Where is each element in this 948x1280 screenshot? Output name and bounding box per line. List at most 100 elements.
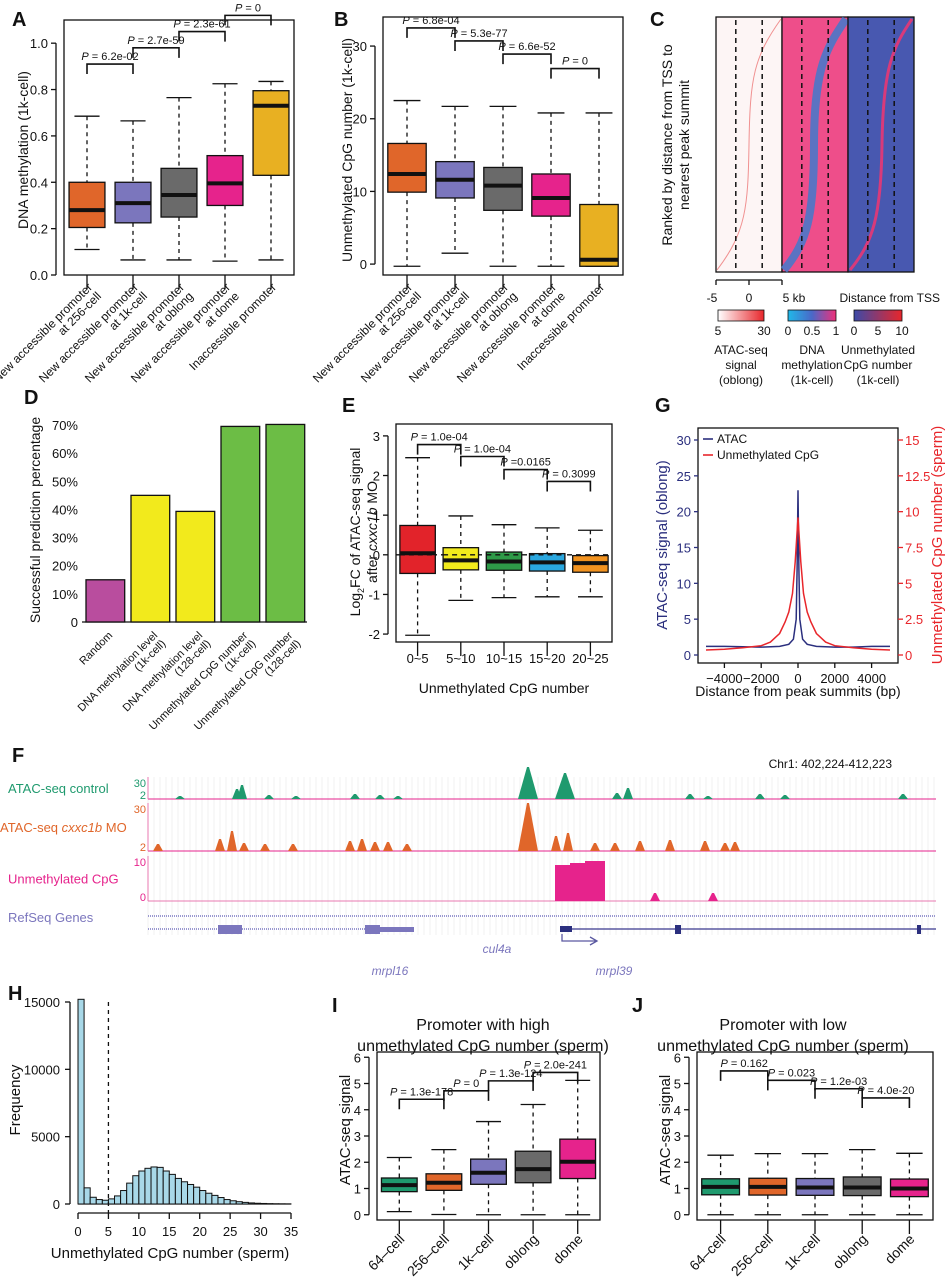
- panel-label-e: E: [342, 395, 355, 417]
- pvalue-label: P =0.0165: [500, 457, 550, 469]
- y-tick-label: 50%: [52, 474, 78, 489]
- y-tick-label: 15000: [24, 995, 60, 1010]
- signal-peak: [590, 843, 600, 851]
- track-label: ATAC-seq control: [8, 781, 109, 796]
- track-1: 302 ATAC-seq control: [8, 767, 936, 802]
- x-category-label: 5~10: [446, 651, 475, 666]
- y-axis-title: Successful prediction percentage: [27, 417, 43, 623]
- box-iqr: [252, 90, 290, 176]
- x-tick-label: 5: [105, 1224, 112, 1239]
- x-tick-label: −4000: [706, 671, 743, 686]
- x-category-label: 10~15: [486, 651, 523, 666]
- chart-title: Promoter with high: [416, 1017, 549, 1034]
- boxplot-a: 0.0 0.2 0.4 0.6 0.8 1.0 P = 6.2e-02 P = 2.7e-59…: [0, 2, 295, 385]
- signal-peak: [623, 788, 633, 799]
- pvalue-label: P = 0: [562, 56, 588, 68]
- y-tick-label: 1: [373, 508, 380, 523]
- pvalue-bracket: P = 1.3e-124: [479, 1068, 542, 1091]
- y-tick-label-right: 0: [905, 648, 912, 663]
- y-axis-title-left: ATAC-seq signal (oblong): [654, 460, 671, 630]
- y-tick-label-left: 10: [677, 576, 691, 591]
- label-line: 1k–cell: [781, 1231, 823, 1273]
- signal-peak: [264, 795, 274, 799]
- x-category-label: 1k–cell: [454, 1231, 496, 1273]
- y-tick-label: 60%: [52, 446, 78, 461]
- y-tick-label: 3: [674, 1129, 681, 1144]
- histogram-bar: [199, 1190, 207, 1205]
- y-axis-title: Ranked by distance from TSS tonearest pe…: [659, 44, 692, 245]
- y-tick-label-right: 7.5: [905, 541, 923, 556]
- y-tick-label: -1: [368, 587, 380, 602]
- signal-peak: [780, 795, 790, 799]
- bracket: [861, 1097, 911, 1108]
- track-label: ATAC-seq cxxc1b MO: [0, 820, 127, 835]
- signal-peak: [563, 833, 573, 851]
- legend-label: ATAC: [717, 432, 748, 446]
- pvalue-label: P = 6.8e-04: [402, 15, 459, 27]
- pvalue-label: P = 2.0e-241: [524, 1059, 587, 1071]
- signal-peak: [551, 836, 561, 851]
- y-tick-label: 1: [674, 1182, 681, 1197]
- x-category-label: 64–cell: [686, 1231, 729, 1274]
- histogram-bar: [217, 1197, 225, 1205]
- signal-peak: [898, 794, 908, 799]
- signal-peak: [260, 844, 270, 851]
- y-tick-label-left: 5: [684, 612, 691, 627]
- pvalue-bracket: P = 2.0e-241: [524, 1059, 587, 1083]
- panel-label-a: A: [12, 9, 26, 31]
- pvalue-label: P = 1.3e-124: [479, 1068, 542, 1080]
- bracket: [546, 480, 592, 492]
- box-2: [442, 515, 480, 602]
- signal-peak: [730, 842, 740, 851]
- bracket: [178, 30, 226, 42]
- y-tick-label-left: 15: [677, 541, 691, 556]
- box-iqr: [483, 166, 523, 211]
- panel-label-f: F: [12, 745, 24, 767]
- pvalue-bracket: P = 0.3099: [542, 468, 596, 492]
- box-2: [435, 105, 475, 254]
- color-scale-label: (oblong): [719, 373, 763, 387]
- box-3: [470, 1120, 507, 1216]
- signal-peak: [518, 767, 538, 799]
- y-tick-label: 30: [353, 39, 367, 54]
- signal-peak: [720, 843, 730, 851]
- track-scale-max: 10: [134, 857, 146, 869]
- y-tick-label: 20%: [52, 559, 78, 574]
- x-tick-label: 0: [794, 671, 801, 686]
- pvalue-label: P = 1.0e-04: [454, 444, 511, 456]
- signal-peak: [393, 796, 403, 799]
- pvalue-bracket: P = 2.7e-59: [127, 35, 185, 58]
- exon: [218, 925, 242, 934]
- legend-label: Unmethylated CpG: [717, 448, 819, 462]
- x-tick-label: 10: [132, 1224, 146, 1239]
- histogram-bar: [187, 1183, 195, 1205]
- label-line: oblong: [829, 1231, 870, 1272]
- color-scale-bar: [787, 309, 837, 322]
- x-category-label: dome: [550, 1231, 586, 1267]
- pvalue-bracket: P = 6.2e-02: [81, 51, 139, 75]
- pvalue-label: P = 6.6e-52: [498, 41, 555, 53]
- histogram-bar: [253, 1202, 262, 1205]
- pvalue-bracket: P = 6.8e-04: [402, 15, 460, 38]
- y-tick-label: 20: [353, 112, 367, 127]
- track-refseq: RefSeq Genes mrpl16 cul4a mrpl39: [8, 910, 936, 978]
- chart-title: Promoter with low: [719, 1017, 847, 1034]
- color-scale-label: signal: [725, 358, 756, 372]
- box-3: [160, 97, 198, 261]
- histogram-bar: [193, 1186, 201, 1205]
- methylation-dip-band: [780, 16, 850, 273]
- histogram-bar: [126, 1182, 134, 1205]
- x-category-label: 256–cell: [404, 1231, 452, 1279]
- color-scale-tick: 5: [715, 324, 722, 338]
- y-tick-label: 10000: [24, 1062, 60, 1077]
- box-4: [514, 1103, 552, 1216]
- x-category-label: 20~25: [572, 651, 609, 666]
- histogram-bar: [223, 1199, 231, 1205]
- track-2: 30 2 ATAC-seq cxxc1b MO: [0, 803, 936, 854]
- box-1: [380, 1156, 418, 1213]
- panel-label-j: J: [632, 995, 643, 1017]
- signal-peak: [288, 844, 298, 851]
- y-tick-label: 6: [354, 1050, 361, 1065]
- y-tick-label-right: 12.5: [905, 469, 930, 484]
